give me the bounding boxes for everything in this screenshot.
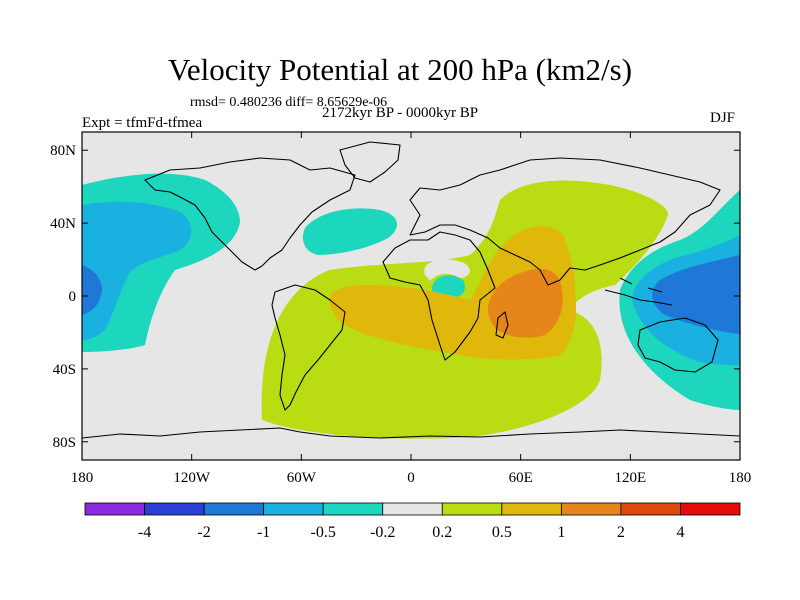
- colorbar-swatch: [501, 502, 562, 516]
- colorbar-label: -2: [197, 524, 210, 541]
- coastlines: [82, 141, 740, 439]
- coastline-greenland: [339, 141, 401, 183]
- lon-tick-label: 180: [729, 470, 752, 486]
- colorbar-label: -0.2: [370, 524, 395, 541]
- colorbar-swatch: [144, 502, 205, 516]
- colorbar-label: -4: [138, 524, 151, 541]
- lat-tick-label: 40N: [50, 216, 76, 232]
- coastline-indonesia: [604, 277, 673, 306]
- axis-ticks: 180 120W 60W 0 60E 120E 180 80N 40N 0 40S 80S: [50, 132, 751, 486]
- experiment-label: Expt = tfmFd-tfmea: [82, 115, 203, 131]
- lat-tick-label: 40S: [53, 362, 76, 378]
- colorbar-swatch: [203, 502, 265, 516]
- coastline-antarctica: [82, 427, 740, 439]
- lon-tick-label: 60E: [509, 470, 533, 486]
- coastline-north-america: [144, 157, 356, 271]
- lon-tick-label: 120W: [173, 470, 211, 486]
- colorbar-label: 4: [676, 524, 684, 541]
- season-label: DJF: [710, 110, 736, 126]
- lon-tick-label: 60W: [287, 470, 317, 486]
- africa-neutral-patch: [424, 259, 470, 281]
- lat-tick-label: 80S: [53, 435, 76, 451]
- colorbar-label: 0.2: [432, 524, 452, 541]
- lon-tick-label: 0: [407, 470, 415, 486]
- central-pacific-negative-core: [82, 265, 102, 315]
- north-pacific-negative-inner: [82, 201, 192, 340]
- coastline-australia: [637, 317, 719, 373]
- colorbar-label: 0.5: [492, 524, 512, 541]
- colorbar: -4 -2 -1 -0.5 -0.2 0.2 0.5 1 2 4: [84, 502, 741, 541]
- colorbar-swatch: [620, 502, 681, 516]
- colorbar-swatch: [441, 502, 503, 516]
- map-title: Velocity Potential at 200 hPa (km2/s): [167, 52, 633, 87]
- coastline-africa-eurasia: [382, 157, 721, 361]
- colorbar-swatch: [84, 502, 145, 516]
- colorbar-swatch: [680, 502, 741, 516]
- coastline-south-america: [271, 284, 346, 411]
- colorbar-swatch: [560, 502, 622, 516]
- period-label: 2172kyr BP - 0000kyr BP: [322, 105, 479, 121]
- colorbar-label: -0.5: [311, 524, 336, 541]
- stats-label: rmsd= 0.480236 diff= 8.65629e-06: [190, 95, 388, 110]
- colorbar-label: 1: [557, 524, 565, 541]
- lat-tick-label: 80N: [50, 143, 76, 159]
- lon-tick-label: 120E: [614, 470, 646, 486]
- lon-tick-label: 180: [71, 470, 94, 486]
- colorbar-swatch: [322, 502, 384, 516]
- lat-tick-label: 0: [69, 289, 77, 305]
- coastline-madagascar: [495, 311, 509, 339]
- west-pacific-negative-core: [652, 255, 740, 334]
- colorbar-label: 2: [617, 524, 625, 541]
- colorbar-swatch: [263, 502, 324, 516]
- north-atlantic-negative-patch: [302, 208, 398, 255]
- colorbar-label: -1: [257, 524, 270, 541]
- colorbar-swatch: [382, 502, 443, 516]
- atlantic-negative-patch: [432, 275, 466, 299]
